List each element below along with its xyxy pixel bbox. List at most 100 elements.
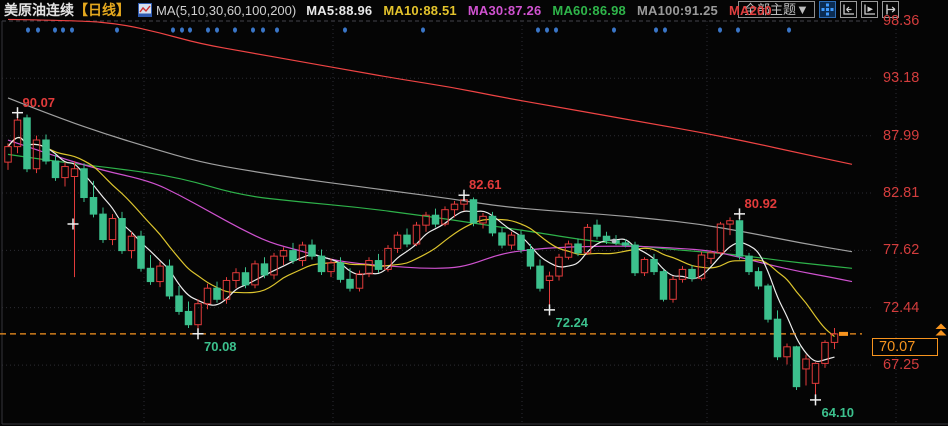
candle-up bbox=[564, 243, 573, 258]
event-dot bbox=[180, 27, 184, 33]
candle-up bbox=[13, 119, 22, 148]
candle-up bbox=[726, 220, 734, 225]
event-dot bbox=[70, 27, 74, 33]
candle-down bbox=[308, 244, 316, 257]
candle-up bbox=[545, 275, 554, 281]
scroll-right-tool-icon[interactable] bbox=[860, 1, 878, 18]
ma-legend-value: MA200 bbox=[728, 2, 772, 18]
candle-up bbox=[355, 273, 364, 289]
candle-down bbox=[42, 139, 50, 162]
ma-settings-label: MA(5,10,30,60,100,200) bbox=[156, 2, 297, 18]
ma-line-ma60 bbox=[7, 153, 853, 269]
y-axis-label: 87.99 bbox=[883, 127, 920, 144]
candle-down bbox=[574, 243, 582, 254]
y-axis-label: 82.81 bbox=[883, 184, 920, 201]
candle-up bbox=[697, 254, 706, 279]
ma-legend-value: MA30:87.26 bbox=[467, 2, 542, 18]
candle-down bbox=[289, 250, 297, 262]
crosshair-tool-icon[interactable] bbox=[818, 1, 836, 18]
event-dot bbox=[61, 27, 65, 33]
candle-up bbox=[450, 203, 459, 211]
candle-down bbox=[593, 224, 601, 237]
candle-down bbox=[792, 346, 801, 388]
candle-down bbox=[631, 244, 639, 274]
candle-down bbox=[346, 278, 354, 289]
candle-down bbox=[526, 248, 535, 267]
y-axis-label: 77.62 bbox=[883, 242, 920, 259]
candle-up bbox=[783, 346, 791, 358]
event-dot bbox=[251, 27, 255, 33]
ma-legend: MA5:88.96 MA10:88.51 MA30:87.26 MA60:86.98 M… bbox=[306, 3, 772, 18]
ma-legend-value: MA10:88.51 bbox=[383, 2, 457, 18]
price-extreme-annotation: 70.08 bbox=[204, 338, 237, 354]
event-dot bbox=[261, 27, 265, 33]
price-up-arrow-icon bbox=[935, 323, 947, 336]
candle-up bbox=[61, 166, 69, 179]
last-price-tick bbox=[839, 331, 848, 336]
candle-down bbox=[764, 285, 772, 320]
scroll-left-tool-icon[interactable] bbox=[839, 1, 857, 18]
candle-up bbox=[203, 287, 212, 305]
candle-down bbox=[118, 218, 126, 252]
event-dot bbox=[612, 27, 616, 33]
candle-up bbox=[422, 214, 430, 226]
candle-down bbox=[403, 234, 411, 245]
candle-up bbox=[802, 358, 810, 370]
candle-down bbox=[23, 117, 31, 170]
candle-down bbox=[498, 232, 506, 246]
theme-dropdown[interactable]: 全部主题▼ bbox=[738, 1, 815, 18]
candle-down bbox=[536, 265, 544, 289]
candle-up bbox=[108, 218, 117, 241]
candle-up bbox=[70, 168, 79, 178]
candle-down bbox=[469, 199, 478, 224]
candle-up bbox=[441, 209, 449, 225]
event-dot bbox=[233, 27, 237, 33]
event-dot bbox=[215, 27, 219, 33]
candle-up bbox=[127, 235, 136, 252]
candle-down bbox=[260, 263, 269, 276]
ma-line-ma200 bbox=[7, 18, 853, 165]
candle-down bbox=[650, 258, 658, 273]
candle-down bbox=[773, 318, 782, 358]
candle-down bbox=[89, 197, 98, 215]
price-extreme-annotation: 82.61 bbox=[469, 177, 502, 193]
candle-up bbox=[384, 247, 392, 270]
symbol-title: 美原油连续 bbox=[4, 2, 74, 18]
candle-down bbox=[745, 255, 753, 273]
candle-up bbox=[251, 263, 259, 286]
mini-line-chart-icon bbox=[138, 3, 152, 17]
event-dot bbox=[654, 27, 658, 33]
candle-up bbox=[4, 146, 12, 163]
candle-down bbox=[735, 220, 744, 257]
y-axis-label: 67.25 bbox=[883, 357, 920, 374]
gray-dot-marker bbox=[611, 238, 617, 244]
event-dot bbox=[343, 27, 347, 33]
candle-down bbox=[165, 265, 174, 297]
y-axis-label: 98.36 bbox=[883, 13, 920, 29]
candle-down bbox=[488, 215, 497, 234]
candle-up bbox=[327, 262, 335, 273]
candle-down bbox=[602, 235, 611, 242]
candle-down bbox=[431, 214, 440, 225]
candle-up bbox=[194, 303, 202, 326]
current-price-label: 70.07 bbox=[872, 337, 938, 356]
event-dot bbox=[663, 27, 667, 33]
candle-down bbox=[659, 271, 668, 300]
jump-to-latest-tool-icon[interactable] bbox=[881, 1, 899, 18]
event-dot bbox=[536, 27, 540, 33]
candle-down bbox=[621, 242, 630, 246]
candle-up bbox=[270, 255, 278, 276]
event-dot bbox=[275, 27, 279, 33]
candle-up bbox=[279, 250, 288, 257]
ma-legend-value: MA60:86.98 bbox=[552, 2, 626, 18]
price-extreme-annotation: 64.10 bbox=[821, 404, 855, 420]
price-extreme-annotation: 72.24 bbox=[555, 314, 589, 330]
candle-down bbox=[80, 168, 88, 199]
price-extreme-annotation: 90.07 bbox=[22, 94, 56, 110]
event-dot bbox=[421, 27, 425, 33]
candle-up bbox=[507, 234, 516, 246]
chart-header: 美原油连续 【日线】 MA(5,10,30,60,100,200) MA5:88… bbox=[0, 0, 948, 20]
candle-down bbox=[99, 213, 107, 241]
